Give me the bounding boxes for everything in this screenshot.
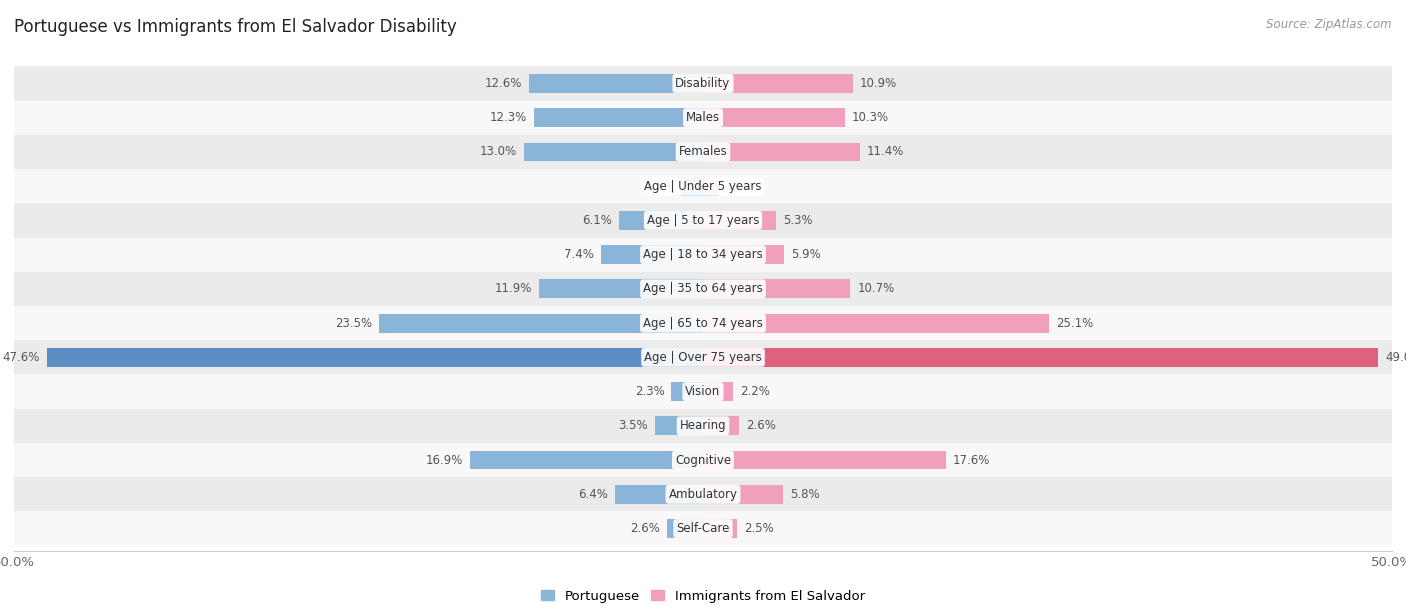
Text: 13.0%: 13.0% (479, 146, 517, 159)
Bar (703, 143, 860, 162)
Text: 7.4%: 7.4% (564, 248, 595, 261)
Text: 17.6%: 17.6% (952, 453, 990, 466)
Bar (14, 512, 1392, 546)
Text: Age | Over 75 years: Age | Over 75 years (644, 351, 762, 364)
Bar (14, 375, 1392, 409)
Bar (681, 177, 703, 196)
Text: Vision: Vision (685, 385, 721, 398)
Bar (14, 443, 1392, 477)
Bar (703, 416, 738, 435)
Text: Self-Care: Self-Care (676, 522, 730, 535)
Bar (703, 211, 776, 230)
Bar (703, 485, 783, 504)
Text: Disability: Disability (675, 77, 731, 90)
Bar (703, 348, 1378, 367)
Text: 49.0%: 49.0% (1385, 351, 1406, 364)
Text: 10.9%: 10.9% (860, 77, 897, 90)
Text: 10.3%: 10.3% (852, 111, 889, 124)
Bar (14, 66, 1392, 100)
Bar (600, 245, 703, 264)
Text: Source: ZipAtlas.com: Source: ZipAtlas.com (1267, 18, 1392, 31)
Text: Age | 65 to 74 years: Age | 65 to 74 years (643, 316, 763, 330)
Bar (703, 177, 718, 196)
Text: 11.9%: 11.9% (495, 282, 531, 296)
Bar (538, 280, 703, 298)
Text: 1.1%: 1.1% (725, 180, 755, 193)
Text: 1.6%: 1.6% (644, 180, 673, 193)
Text: 5.8%: 5.8% (790, 488, 820, 501)
Text: 10.7%: 10.7% (858, 282, 894, 296)
Bar (14, 237, 1392, 272)
Bar (14, 169, 1392, 203)
Bar (703, 108, 845, 127)
Text: Females: Females (679, 146, 727, 159)
Bar (14, 100, 1392, 135)
Text: 2.3%: 2.3% (634, 385, 665, 398)
Text: 3.5%: 3.5% (619, 419, 648, 432)
Bar (14, 340, 1392, 375)
Bar (703, 74, 853, 93)
Bar (703, 382, 734, 401)
Text: Hearing: Hearing (679, 419, 727, 432)
Text: 12.6%: 12.6% (485, 77, 523, 90)
Text: Portuguese vs Immigrants from El Salvador Disability: Portuguese vs Immigrants from El Salvado… (14, 18, 457, 36)
Bar (48, 348, 703, 367)
Bar (533, 108, 703, 127)
Text: 23.5%: 23.5% (335, 316, 373, 330)
Text: 11.4%: 11.4% (868, 146, 904, 159)
Bar (703, 450, 945, 469)
Text: 2.6%: 2.6% (745, 419, 776, 432)
Text: Ambulatory: Ambulatory (668, 488, 738, 501)
Bar (703, 280, 851, 298)
Bar (470, 450, 703, 469)
Bar (668, 519, 703, 538)
Text: Males: Males (686, 111, 720, 124)
Bar (671, 382, 703, 401)
Text: Age | Under 5 years: Age | Under 5 years (644, 180, 762, 193)
Bar (619, 211, 703, 230)
Text: 2.6%: 2.6% (630, 522, 661, 535)
Text: 5.3%: 5.3% (783, 214, 813, 227)
Text: 12.3%: 12.3% (489, 111, 527, 124)
Bar (14, 306, 1392, 340)
Legend: Portuguese, Immigrants from El Salvador: Portuguese, Immigrants from El Salvador (536, 584, 870, 608)
Text: 25.1%: 25.1% (1056, 316, 1092, 330)
Text: Age | 18 to 34 years: Age | 18 to 34 years (643, 248, 763, 261)
Bar (530, 74, 703, 93)
Bar (14, 135, 1392, 169)
Bar (14, 409, 1392, 443)
Text: Age | 5 to 17 years: Age | 5 to 17 years (647, 214, 759, 227)
Bar (380, 314, 703, 332)
Text: Cognitive: Cognitive (675, 453, 731, 466)
Bar (524, 143, 703, 162)
Bar (14, 477, 1392, 512)
Bar (14, 272, 1392, 306)
Bar (703, 519, 738, 538)
Text: 47.6%: 47.6% (3, 351, 41, 364)
Bar (655, 416, 703, 435)
Text: Age | 35 to 64 years: Age | 35 to 64 years (643, 282, 763, 296)
Bar (703, 314, 1049, 332)
Text: 6.1%: 6.1% (582, 214, 612, 227)
Bar (703, 245, 785, 264)
Text: 2.2%: 2.2% (740, 385, 770, 398)
Bar (14, 203, 1392, 237)
Text: 2.5%: 2.5% (744, 522, 775, 535)
Text: 16.9%: 16.9% (426, 453, 463, 466)
Bar (614, 485, 703, 504)
Text: 6.4%: 6.4% (578, 488, 607, 501)
Text: 5.9%: 5.9% (792, 248, 821, 261)
